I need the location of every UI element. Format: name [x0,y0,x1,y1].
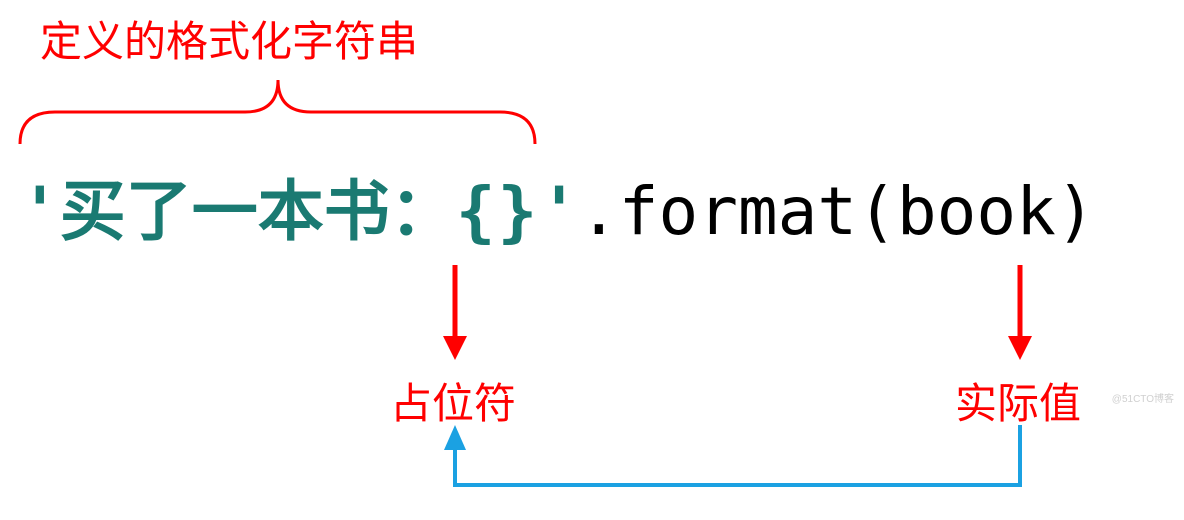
string-literal-part1: '买了一本书： [20,173,456,250]
placeholder-label: 占位符 [390,370,516,431]
brace-icon [0,0,1184,520]
placeholder-braces: {} [456,173,539,250]
code-line: '买了一本书：{}'.format(book) [20,158,1096,254]
watermark-text: @51CTO博客 [1112,390,1174,405]
string-literal-part3: ' [539,173,579,250]
diagram-canvas: 定义的格式化字符串 '买了一本书：{}'.format(book) 占位符 实际… [0,0,1184,520]
actual-value-label: 实际值 [955,370,1081,431]
format-method-call: .format(book) [579,173,1096,250]
